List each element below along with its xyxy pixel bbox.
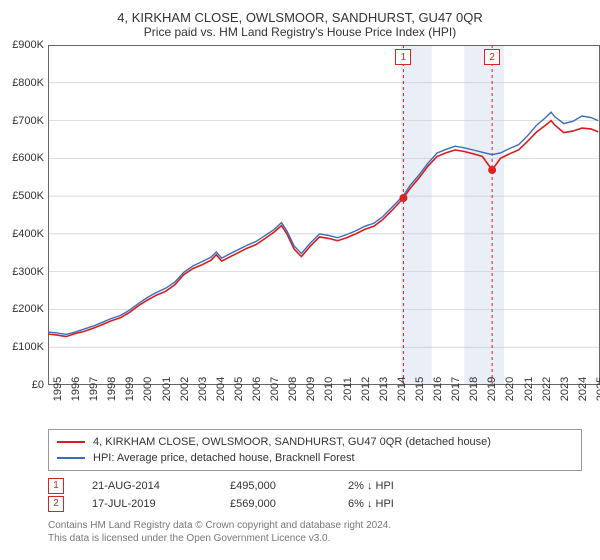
x-tick-label: 1999 bbox=[124, 377, 136, 401]
legend-swatch bbox=[57, 441, 85, 443]
transaction-badge: 2 bbox=[48, 496, 64, 512]
x-tick-label: 2000 bbox=[142, 377, 154, 401]
x-tick-label: 2010 bbox=[323, 377, 335, 401]
legend-box: 4, KIRKHAM CLOSE, OWLSMOOR, SANDHURST, G… bbox=[48, 429, 582, 471]
y-tick-label: £200K bbox=[12, 303, 44, 315]
x-tick-label: 1997 bbox=[88, 377, 100, 401]
legend-item: HPI: Average price, detached house, Brac… bbox=[57, 450, 573, 466]
transaction-badge: 1 bbox=[48, 478, 64, 494]
legend-swatch bbox=[57, 457, 85, 459]
x-tick-label: 2016 bbox=[432, 377, 444, 401]
x-tick-label: 2002 bbox=[179, 377, 191, 401]
x-tick-label: 2015 bbox=[414, 377, 426, 401]
transaction-price: £495,000 bbox=[230, 477, 320, 495]
y-tick-label: £700K bbox=[12, 115, 44, 127]
y-tick-label: £400K bbox=[12, 228, 44, 240]
transaction-delta: 2% ↓ HPI bbox=[348, 477, 394, 495]
x-tick-label: 2009 bbox=[305, 377, 317, 401]
transaction-price: £569,000 bbox=[230, 495, 320, 513]
footer-line-2: This data is licensed under the Open Gov… bbox=[48, 532, 582, 545]
transaction-row: 1 21-AUG-2014 £495,000 2% ↓ HPI bbox=[48, 477, 582, 495]
footer-attrib: Contains HM Land Registry data © Crown c… bbox=[48, 519, 582, 545]
footer-line-1: Contains HM Land Registry data © Crown c… bbox=[48, 519, 582, 532]
y-tick-label: £900K bbox=[12, 39, 44, 51]
y-tick-label: £800K bbox=[12, 77, 44, 89]
transaction-delta: 6% ↓ HPI bbox=[348, 495, 394, 513]
x-tick-label: 2024 bbox=[577, 377, 589, 401]
marker-badge: 1 bbox=[395, 49, 411, 65]
x-tick-label: 2022 bbox=[541, 377, 553, 401]
y-tick-label: £0 bbox=[32, 379, 44, 391]
transaction-date: 21-AUG-2014 bbox=[92, 477, 202, 495]
legend-label: 4, KIRKHAM CLOSE, OWLSMOOR, SANDHURST, G… bbox=[93, 434, 491, 450]
x-tick-label: 2014 bbox=[396, 377, 408, 401]
x-tick-label: 2006 bbox=[251, 377, 263, 401]
x-tick-label: 2004 bbox=[215, 377, 227, 401]
x-tick-label: 2005 bbox=[233, 377, 245, 401]
legend-label: HPI: Average price, detached house, Brac… bbox=[93, 450, 355, 466]
plot-area: £0£100K£200K£300K£400K£500K£600K£700K£80… bbox=[48, 45, 600, 385]
y-tick-label: £100K bbox=[12, 341, 44, 353]
transaction-row: 2 17-JUL-2019 £569,000 6% ↓ HPI bbox=[48, 495, 582, 513]
x-tick-label: 2007 bbox=[269, 377, 281, 401]
x-tick-label: 2021 bbox=[523, 377, 535, 401]
x-tick-label: 2011 bbox=[342, 377, 354, 401]
chart-subtitle: Price paid vs. HM Land Registry's House … bbox=[10, 25, 590, 39]
x-tick-label: 2025 bbox=[595, 377, 600, 401]
x-tick-label: 1996 bbox=[70, 377, 82, 401]
chart-title: 4, KIRKHAM CLOSE, OWLSMOOR, SANDHURST, G… bbox=[10, 10, 590, 25]
y-tick-label: £600K bbox=[12, 152, 44, 164]
x-tick-label: 2012 bbox=[360, 377, 372, 401]
x-tick-label: 2020 bbox=[504, 377, 516, 401]
x-tick-label: 1998 bbox=[106, 377, 118, 401]
x-tick-label: 2001 bbox=[161, 377, 173, 401]
marker-badge: 2 bbox=[484, 49, 500, 65]
y-tick-label: £500K bbox=[12, 190, 44, 202]
x-tick-label: 2008 bbox=[287, 377, 299, 401]
plot-svg bbox=[48, 45, 600, 385]
x-tick-label: 2003 bbox=[197, 377, 209, 401]
legend-item: 4, KIRKHAM CLOSE, OWLSMOOR, SANDHURST, G… bbox=[57, 434, 573, 450]
x-tick-label: 1995 bbox=[52, 377, 64, 401]
transaction-date: 17-JUL-2019 bbox=[92, 495, 202, 513]
x-tick-label: 2023 bbox=[559, 377, 571, 401]
x-tick-label: 2017 bbox=[450, 377, 462, 401]
x-tick-label: 2018 bbox=[468, 377, 480, 401]
y-tick-label: £300K bbox=[12, 266, 44, 278]
x-tick-label: 2013 bbox=[378, 377, 390, 401]
transactions-table: 1 21-AUG-2014 £495,000 2% ↓ HPI 2 17-JUL-2019… bbox=[48, 477, 582, 513]
x-tick-label: 2019 bbox=[486, 377, 498, 401]
